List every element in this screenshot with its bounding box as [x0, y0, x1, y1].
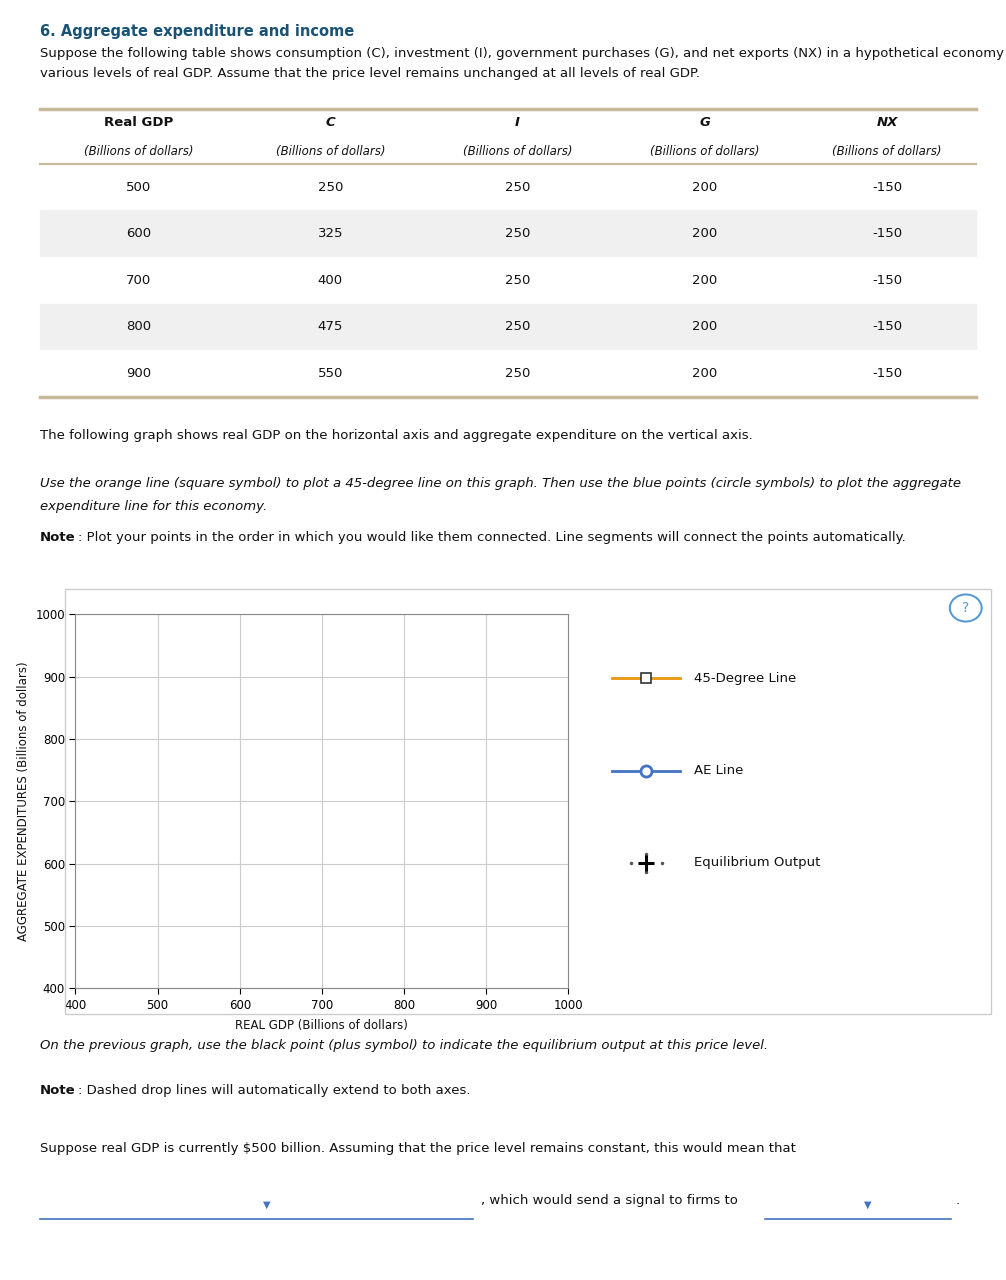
Text: expenditure line for this economy.: expenditure line for this economy.	[40, 500, 268, 513]
Text: 250: 250	[505, 228, 530, 241]
Text: 250: 250	[505, 274, 530, 287]
Text: Note: Note	[40, 531, 75, 544]
Text: 325: 325	[318, 228, 343, 241]
Text: Note: Note	[40, 1084, 75, 1097]
Text: Real GDP: Real GDP	[104, 116, 173, 129]
Text: 250: 250	[318, 180, 343, 193]
Text: 250: 250	[505, 320, 530, 333]
Text: ▼: ▼	[864, 1199, 871, 1210]
Text: 700: 700	[126, 274, 151, 287]
Y-axis label: AGGREGATE EXPENDITURES (Billions of dollars): AGGREGATE EXPENDITURES (Billions of doll…	[17, 662, 30, 941]
Text: ▼: ▼	[263, 1199, 271, 1210]
Text: 250: 250	[505, 367, 530, 380]
Text: 400: 400	[318, 274, 343, 287]
Text: 600: 600	[126, 228, 151, 241]
Text: G: G	[699, 116, 710, 129]
Text: : Plot your points in the order in which you would like them connected. Line seg: : Plot your points in the order in which…	[78, 531, 906, 544]
Text: 800: 800	[126, 320, 151, 333]
Text: 200: 200	[692, 367, 717, 380]
Text: (Billions of dollars): (Billions of dollars)	[463, 145, 572, 157]
Text: ?: ?	[962, 602, 970, 614]
Text: (Billions of dollars): (Billions of dollars)	[650, 145, 760, 157]
Text: Suppose the following table shows consumption (C), investment (I), government pu: Suppose the following table shows consum…	[40, 47, 1006, 60]
Text: On the previous graph, use the black point (plus symbol) to indicate the equilib: On the previous graph, use the black poi…	[40, 1039, 769, 1052]
Text: 500: 500	[126, 180, 151, 193]
Text: 200: 200	[692, 180, 717, 193]
Text: -150: -150	[872, 320, 902, 333]
Text: (Billions of dollars): (Billions of dollars)	[83, 145, 193, 157]
Text: (Billions of dollars): (Billions of dollars)	[276, 145, 385, 157]
Text: 550: 550	[318, 367, 343, 380]
Text: : Dashed drop lines will automatically extend to both axes.: : Dashed drop lines will automatically e…	[78, 1084, 471, 1097]
Text: 200: 200	[692, 228, 717, 241]
Text: Use the orange line (square symbol) to plot a 45-degree line on this graph. Then: Use the orange line (square symbol) to p…	[40, 477, 962, 490]
Text: (Billions of dollars): (Billions of dollars)	[832, 145, 942, 157]
Text: -150: -150	[872, 228, 902, 241]
Text: 200: 200	[692, 320, 717, 333]
Text: NX: NX	[876, 116, 897, 129]
Text: -150: -150	[872, 180, 902, 193]
Text: various levels of real GDP. Assume that the price level remains unchanged at all: various levels of real GDP. Assume that …	[40, 67, 700, 79]
Text: -150: -150	[872, 367, 902, 380]
Text: .: .	[956, 1194, 960, 1207]
Text: 200: 200	[692, 274, 717, 287]
Text: 250: 250	[505, 180, 530, 193]
Text: , which would send a signal to firms to: , which would send a signal to firms to	[481, 1194, 737, 1207]
Text: C: C	[325, 116, 335, 129]
Text: AE Line: AE Line	[694, 764, 743, 777]
Text: 45-Degree Line: 45-Degree Line	[694, 672, 797, 685]
Text: I: I	[515, 116, 520, 129]
Text: The following graph shows real GDP on the horizontal axis and aggregate expendit: The following graph shows real GDP on th…	[40, 429, 752, 442]
Text: 900: 900	[126, 367, 151, 380]
Text: -150: -150	[872, 274, 902, 287]
Text: Equilibrium Output: Equilibrium Output	[694, 856, 821, 869]
Text: 6. Aggregate expenditure and income: 6. Aggregate expenditure and income	[40, 24, 354, 40]
Text: Suppose real GDP is currently $500 billion. Assuming that the price level remain: Suppose real GDP is currently $500 billi…	[40, 1142, 796, 1155]
X-axis label: REAL GDP (Billions of dollars): REAL GDP (Billions of dollars)	[235, 1019, 408, 1032]
Text: 475: 475	[318, 320, 343, 333]
